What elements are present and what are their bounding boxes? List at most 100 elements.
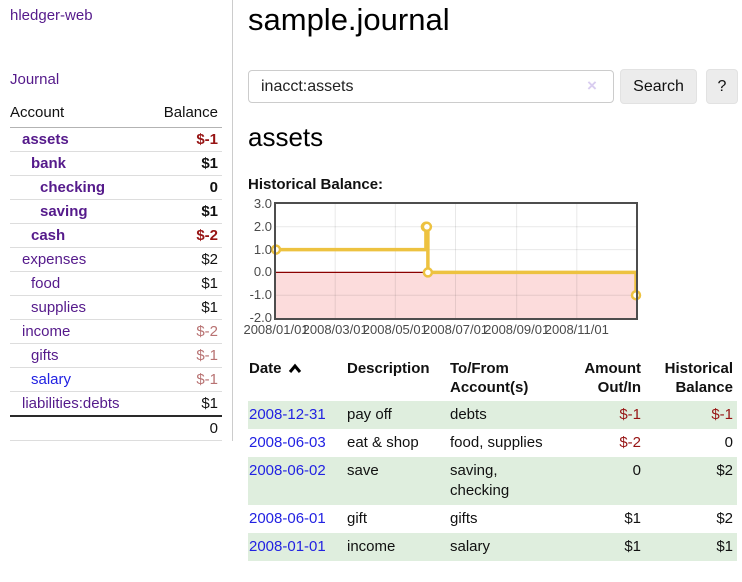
transaction-date-link[interactable]: 2008-06-01	[249, 510, 326, 527]
sort-ascending-icon	[288, 363, 301, 373]
transaction-balance: 0	[724, 434, 733, 451]
account-row: salary $-1	[10, 367, 222, 392]
account-row: supplies $1	[10, 295, 222, 320]
transaction-row: 2008-12-31 pay off debts $-1 $-1	[248, 401, 737, 429]
sidebar-item-journal[interactable]: Journal	[10, 71, 60, 88]
y-tick-label: 0.0	[253, 264, 272, 280]
account-cell: assets	[10, 127, 149, 152]
account-row: checking 0	[10, 175, 222, 200]
account-link[interactable]: income	[22, 323, 71, 340]
transaction-accounts: debts	[450, 406, 487, 423]
account-cell: expenses	[10, 247, 149, 272]
brand-link[interactable]: hledger-web	[10, 7, 93, 24]
register-table: Date Description To/From Account(s) Amount …	[248, 358, 737, 561]
account-link[interactable]: liabilities:debts	[22, 395, 120, 412]
account-row: expenses $2	[10, 247, 222, 272]
accounts-col-balance: Balance	[148, 104, 222, 128]
x-tick-label: 2008/07/01	[422, 322, 489, 337]
account-row: liabilities:debts $1	[10, 391, 222, 417]
accounts-header-row: Account Balance	[10, 104, 222, 128]
account-link[interactable]: salary	[31, 371, 72, 388]
account-link[interactable]: assets	[22, 131, 69, 148]
x-tick-label: 2008/11/01	[544, 322, 609, 337]
transaction-amount: $-1	[619, 406, 641, 423]
register-col-historical-balance: Historical Balance	[645, 358, 737, 401]
account-link[interactable]: food	[31, 275, 61, 292]
accounts-total-row: 0	[10, 415, 222, 441]
transaction-amount: $1	[624, 510, 641, 527]
register-col-amount-out-in: Amount Out/In	[562, 358, 645, 401]
account-link[interactable]: checking	[40, 179, 106, 196]
account-row: assets $-1	[10, 127, 222, 152]
historical-balance-chart: $ 3.02.01.00.0-1.0-2.02008/01/012008/03/…	[243, 196, 708, 343]
x-tick-label: 2008/01/01	[243, 322, 309, 337]
transaction-date-cell: 2008-06-03	[248, 429, 346, 457]
transaction-date-link[interactable]: 2008-12-31	[249, 406, 326, 423]
chart-title: Historical Balance:	[248, 176, 384, 193]
transaction-accounts: gifts	[450, 510, 478, 527]
transaction-amount: 0	[632, 462, 641, 479]
account-balance: $2	[148, 247, 222, 272]
search-input[interactable]	[248, 70, 614, 103]
sidebar: hledger-web Journal Account Balance asse…	[0, 0, 233, 441]
account-balance: $1	[148, 295, 222, 320]
transaction-row: 2008-06-01 gift gifts $1 $2	[248, 505, 737, 533]
account-link[interactable]: gifts	[31, 347, 59, 364]
transaction-description: income	[347, 538, 396, 555]
account-balance: $-2	[148, 319, 222, 344]
account-cell: checking	[10, 175, 149, 200]
search-button[interactable]: Search	[620, 69, 697, 104]
transaction-accounts: food, supplies	[450, 434, 543, 451]
transaction-row: 2008-01-01 income salary $1 $1	[248, 533, 737, 561]
y-tick-label: 1.0	[253, 241, 272, 257]
account-row: saving $1	[10, 199, 222, 224]
account-link[interactable]: bank	[31, 155, 67, 172]
transaction-accounts: salary	[450, 538, 491, 555]
account-row: gifts $-1	[10, 343, 222, 368]
register-col-label: Historical Balance	[664, 360, 733, 396]
transaction-date-link[interactable]: 2008-01-01	[249, 538, 326, 555]
transaction-description: eat & shop	[347, 434, 419, 451]
transaction-description: pay off	[347, 406, 392, 423]
transaction-accounts: saving, checking	[450, 462, 510, 499]
account-cell: income	[10, 319, 149, 344]
accounts-total-value: 0	[148, 415, 222, 441]
account-cell: saving	[10, 199, 149, 224]
account-link[interactable]: supplies	[31, 299, 87, 316]
account-cell: supplies	[10, 295, 149, 320]
main-content: sample.journal × Search ? assets Histori…	[243, 0, 742, 582]
register-header-row: Date Description To/From Account(s) Amount …	[248, 358, 737, 401]
account-link[interactable]: cash	[31, 227, 66, 244]
accounts-col-account: Account	[10, 104, 149, 128]
account-heading: assets	[248, 122, 324, 152]
transaction-balance: $1	[716, 538, 733, 555]
account-row: bank $1	[10, 151, 222, 176]
y-tick-label: 2.0	[253, 218, 272, 234]
transaction-balance: $2	[716, 510, 733, 527]
chart-plot-area[interactable]	[270, 202, 642, 320]
account-balance: $1	[148, 199, 222, 224]
help-button[interactable]: ?	[706, 69, 738, 104]
account-cell: food	[10, 271, 149, 296]
transaction-balance: $2	[716, 462, 733, 479]
transaction-description: save	[347, 462, 379, 479]
transaction-date-link[interactable]: 2008-06-03	[249, 434, 326, 451]
accounts-total-spacer	[10, 415, 149, 441]
x-tick-label: 2008/09/01	[484, 322, 550, 337]
y-tick-label: 3.0	[253, 196, 272, 211]
register-col-date[interactable]: Date	[248, 358, 346, 401]
account-link[interactable]: expenses	[22, 251, 87, 268]
transaction-row: 2008-06-02 save saving, checking 0 $2	[248, 457, 737, 505]
clear-search-icon[interactable]: ×	[587, 76, 597, 95]
y-tick-label: -1.0	[249, 287, 272, 303]
transaction-date-link[interactable]: 2008-06-02	[249, 462, 326, 479]
register-col-label: Date	[249, 360, 282, 377]
account-cell: liabilities:debts	[10, 391, 149, 417]
transaction-row: 2008-06-03 eat & shop food, supplies $-2 0	[248, 429, 737, 457]
x-tick-label: 2008/03/01	[302, 322, 368, 337]
transaction-date-cell: 2008-06-02	[248, 457, 346, 505]
register-col-label: To/From Account(s)	[450, 360, 529, 396]
account-cell: gifts	[10, 343, 149, 368]
y-tick-label: -2.0	[249, 310, 272, 325]
account-link[interactable]: saving	[40, 203, 88, 220]
